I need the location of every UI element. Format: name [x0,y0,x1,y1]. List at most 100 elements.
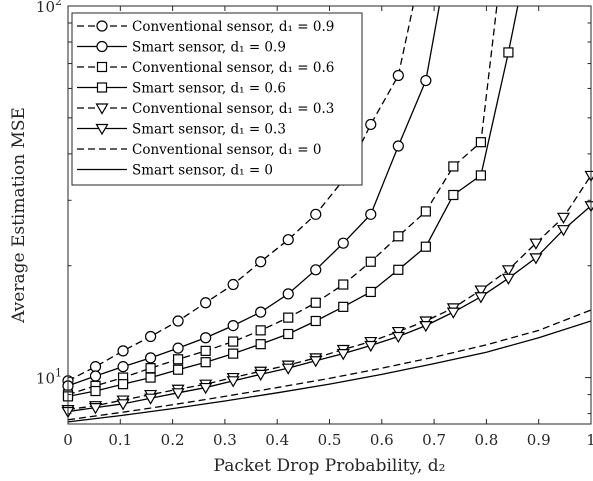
legend-label-conventional-sensor-d-0-3: Conventional sensor, d₁ = 0.3 [132,101,334,117]
legend-label-smart-sensor-d-0: Smart sensor, d₁ = 0 [132,163,273,179]
legend: Conventional sensor, d₁ = 0.9 Smart senso… [71,12,363,186]
legend-label-conventional-sensor-d-0-6: Conventional sensor, d₁ = 0.6 [132,60,334,76]
y-tick-label: 101 [36,367,62,388]
data-point-smart-sensor-d-0-6 [145,372,156,383]
data-point-smart-sensor-d-0-9 [89,370,102,382]
y-tick-label: 102 [36,0,62,16]
data-point-smart-sensor-d-0-9 [172,342,184,354]
data-point-conventional-sensor-d-0-9 [200,297,212,309]
data-point-smart-sensor-d-0-6 [228,348,239,359]
data-point-smart-sensor-d-0-6 [255,339,266,350]
x-tick-label: 0.2 [161,431,185,449]
data-point-smart-sensor-d-0-3 [501,273,515,285]
data-point-conventional-sensor-d-0-9 [89,361,102,373]
x-tick-label: 0.1 [108,431,132,449]
data-point-smart-sensor-d-0-9 [310,264,322,276]
series-line-conventional-sensor-d-0 [68,309,591,421]
x-tick-label: 1 [586,431,593,449]
data-point-smart-sensor-d-0-6 [90,385,101,397]
x-axis-label: Packet Drop Probability, d₂ [214,456,446,476]
data-point-smart-sensor-d-0-3 [171,388,185,400]
data-point-smart-sensor-d-0-9 [144,352,157,364]
legend-marker-smart-sensor-d-0-9 [96,40,108,53]
data-point-smart-sensor-d-0-9 [282,288,294,300]
data-point-smart-sensor-d-0-3 [88,403,103,415]
x-tick-label: 0 [63,431,73,449]
data-point-conventional-sensor-d-0-6 [475,137,487,148]
data-point-smart-sensor-d-0-3 [391,331,405,344]
data-point-conventional-sensor-d-0-9 [255,256,267,268]
x-tick-label: 0.4 [265,431,289,449]
data-point-smart-sensor-d-0-9 [392,140,404,152]
data-point-smart-sensor-d-0-9 [420,74,432,87]
legend-label-conventional-sensor-d-0-9: Conventional sensor, d₁ = 0.9 [132,19,334,35]
legend-marker-conventional-sensor-d-0-6 [96,61,108,73]
data-point-smart-sensor-d-0-6 [448,189,459,201]
data-point-smart-sensor-d-0-3 [281,363,295,375]
data-point-smart-sensor-d-0-3 [336,349,350,361]
data-point-conventional-sensor-d-0-6 [365,256,376,267]
data-point-conventional-sensor-d-0-3 [556,212,571,224]
data-point-smart-sensor-d-0-3 [446,307,460,319]
ticks-layer: 0 0.1 0.2 0.3 0.4 0.5 0.6 0.7 0.8 0.9 1 101 102 [36,0,593,449]
x-tick-label: 0.5 [318,431,342,449]
data-point-conventional-sensor-d-0-9 [365,118,377,131]
data-point-conventional-sensor-d-0-6 [393,231,404,242]
data-point-smart-sensor-d-0-9 [337,237,349,249]
data-point-conventional-sensor-d-0-6 [145,363,156,374]
x-tick-label: 0.7 [422,431,446,449]
data-point-conventional-sensor-d-0-3 [501,265,515,277]
data-point-smart-sensor-d-0-6 [475,170,487,181]
x-tick-label: 0.8 [474,431,498,449]
data-point-smart-sensor-d-0-3 [226,376,240,388]
legend-box [71,12,363,186]
data-point-smart-sensor-d-0-6 [365,286,376,298]
legend-label-smart-sensor-d-0-6: Smart sensor, d₁ = 0.6 [132,81,286,97]
data-point-smart-sensor-d-0-3 [556,225,571,237]
data-point-conventional-sensor-d-0-9 [172,315,184,327]
y-axis-label: Average Estimation MSE [9,107,29,324]
series-layer [61,6,593,423]
data-point-smart-sensor-d-0-6 [117,379,129,390]
legend-marker-conventional-sensor-d-0-3 [95,103,109,115]
data-point-conventional-sensor-d-0-9 [227,278,239,291]
series-line-smart-sensor-d-0 [68,320,591,423]
data-point-smart-sensor-d-0-3 [419,321,433,333]
data-point-smart-sensor-d-0-3 [116,399,130,411]
x-tick-label: 0.3 [213,431,237,449]
data-point-conventional-sensor-d-0-9 [282,234,294,246]
data-point-smart-sensor-d-0-6 [172,364,184,375]
data-point-conventional-sensor-d-0-9 [392,69,404,82]
data-point-smart-sensor-d-0-6 [200,357,211,368]
data-point-smart-sensor-d-0-3 [199,382,213,395]
x-tick-label: 0.6 [370,431,394,449]
legend-marker-conventional-sensor-d-0-9 [96,20,108,32]
data-point-conventional-sensor-d-0-9 [117,345,129,357]
data-point-smart-sensor-d-0-6 [283,328,294,340]
data-point-conventional-sensor-d-0-9 [144,330,157,343]
data-point-conventional-sensor-d-0-3 [529,238,543,250]
data-point-smart-sensor-d-0-3 [309,356,323,368]
data-point-smart-sensor-d-0-6 [338,301,349,312]
series-line-smart-sensor-d-0-3 [68,205,591,413]
data-point-smart-sensor-d-0-9 [255,306,267,318]
data-point-smart-sensor-d-0-9 [200,332,212,344]
legend-marker-smart-sensor-d-0-6 [96,82,108,93]
data-point-conventional-sensor-d-0-6 [448,161,459,172]
data-point-smart-sensor-d-0-9 [227,320,239,332]
data-point-conventional-sensor-d-0-6 [338,279,349,290]
data-point-conventional-sensor-d-0-9 [310,208,322,220]
legend-label-smart-sensor-d-0-3: Smart sensor, d₁ = 0.3 [132,122,286,138]
data-point-smart-sensor-d-0-6 [503,47,514,58]
data-point-conventional-sensor-d-0-6 [255,325,266,336]
legend-label-conventional-sensor-d-0: Conventional sensor, d₁ = 0 [132,142,321,158]
data-point-smart-sensor-d-0-3 [254,369,268,382]
data-point-smart-sensor-d-0-9 [117,361,129,373]
data-point-conventional-sensor-d-0-6 [310,297,321,308]
data-point-conventional-sensor-d-0-6 [200,345,211,356]
data-point-smart-sensor-d-0-3 [144,393,158,405]
data-point-smart-sensor-d-0-3 [474,292,488,304]
data-point-smart-sensor-d-0-6 [310,315,321,327]
legend-marker-smart-sensor-d-0-3 [95,123,109,136]
